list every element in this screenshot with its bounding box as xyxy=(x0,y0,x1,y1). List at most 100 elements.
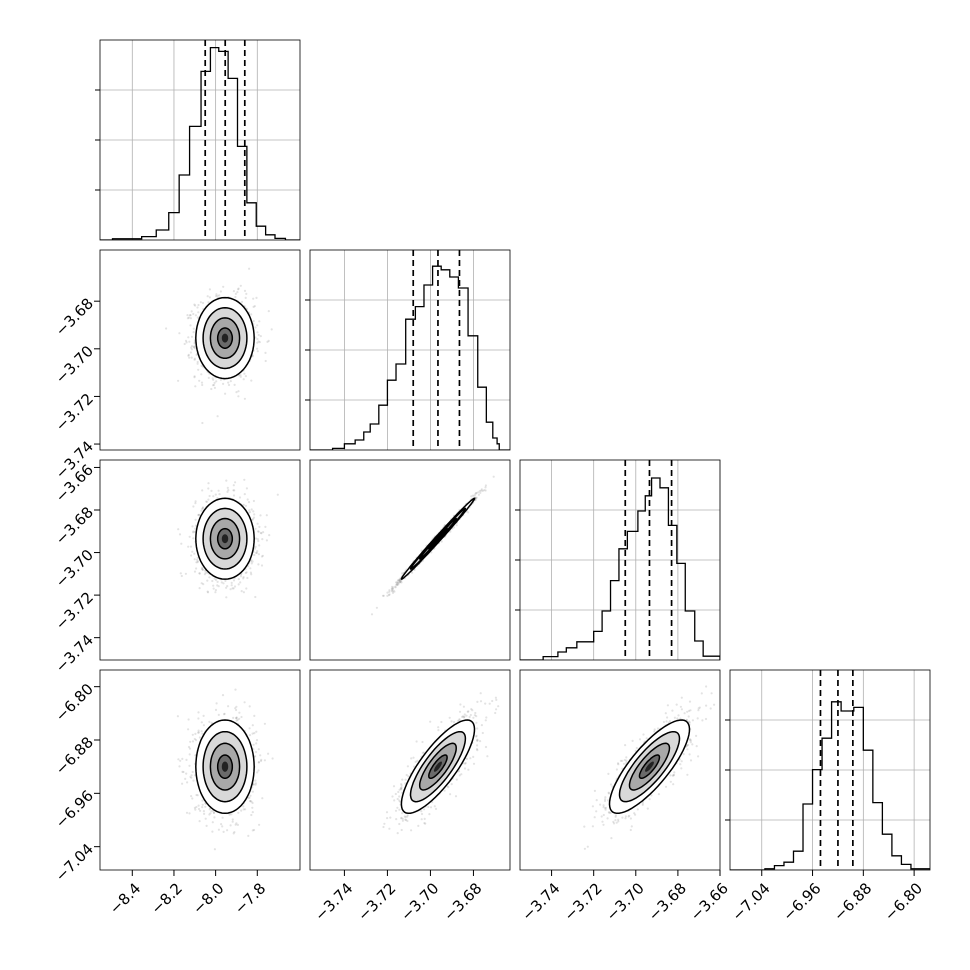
scatter-point xyxy=(256,337,259,341)
scatter-point xyxy=(240,590,243,593)
scatter-point xyxy=(251,829,254,832)
scatter-point xyxy=(200,582,203,585)
scatter-point xyxy=(211,830,214,833)
scatter-point xyxy=(259,754,262,757)
scatter-point xyxy=(236,291,239,294)
scatter-point xyxy=(268,534,271,537)
scatter-point xyxy=(242,503,245,506)
scatter-point xyxy=(257,333,260,337)
scatter-point xyxy=(197,807,201,811)
scatter-point xyxy=(187,354,190,357)
scatter-point xyxy=(395,583,398,586)
scatter-point xyxy=(201,383,204,387)
scatter-point xyxy=(255,296,258,299)
scatter-point xyxy=(190,776,193,779)
scatter-point xyxy=(215,702,218,705)
scatter-point xyxy=(201,489,204,492)
scatter-point xyxy=(254,537,258,540)
scatter-point xyxy=(217,713,220,717)
scatter-point xyxy=(227,381,230,384)
scatter-point xyxy=(208,288,211,291)
scatter-point xyxy=(201,568,204,571)
scatter-point xyxy=(200,364,203,367)
scatter-point xyxy=(198,587,201,590)
scatter-point xyxy=(192,531,195,534)
scatter-point xyxy=(212,584,215,587)
scatter-point xyxy=(400,579,403,582)
scatter-point xyxy=(198,820,201,823)
scatter-point xyxy=(250,508,253,511)
scatter-point xyxy=(214,578,218,582)
scatter-point xyxy=(198,513,201,517)
scatter-point xyxy=(201,421,204,425)
scatter-point xyxy=(214,591,217,594)
scatter-panel xyxy=(99,669,301,871)
scatter-point xyxy=(200,730,203,733)
scatter-point xyxy=(253,305,256,308)
scatter-point xyxy=(242,591,245,594)
scatter-point xyxy=(238,496,242,499)
scatter-point xyxy=(381,594,385,597)
scatter-frame xyxy=(309,459,511,661)
scatter-point xyxy=(253,714,256,718)
scatter-point xyxy=(397,581,400,584)
scatter-point xyxy=(234,707,237,710)
scatter-point xyxy=(237,395,240,398)
scatter-point xyxy=(233,489,236,492)
scatter-point xyxy=(184,572,187,575)
scatter-point xyxy=(265,514,268,517)
scatter-point xyxy=(398,579,401,582)
scatter-point xyxy=(179,759,182,762)
scatter-content xyxy=(370,475,495,616)
scatter-point xyxy=(256,341,259,344)
scatter-point xyxy=(210,489,213,492)
scatter-point xyxy=(244,296,247,299)
scatter-point xyxy=(215,293,218,296)
scatter-point xyxy=(165,327,168,330)
scatter-point xyxy=(237,288,240,291)
scatter-point xyxy=(248,510,252,514)
scatter-point xyxy=(257,530,260,533)
scatter-point xyxy=(258,525,261,529)
scatter-point xyxy=(242,808,245,811)
scatter-point xyxy=(192,345,195,348)
scatter-point xyxy=(215,380,218,383)
scatter-point xyxy=(194,502,197,505)
scatter-point xyxy=(251,801,254,805)
scatter-point xyxy=(197,717,200,720)
scatter-point xyxy=(194,518,197,521)
scatter-point xyxy=(198,572,201,575)
scatter-point xyxy=(193,376,196,379)
scatter-point xyxy=(221,694,225,697)
scatter-point xyxy=(198,379,201,382)
scatter-point xyxy=(254,595,257,599)
scatter-point xyxy=(481,489,484,492)
scatter-point xyxy=(200,381,204,384)
scatter-point xyxy=(396,581,400,584)
scatter-point xyxy=(400,581,403,584)
scatter-point xyxy=(195,558,199,561)
scatter-point xyxy=(189,351,192,354)
contour-line xyxy=(418,517,457,560)
scatter-point xyxy=(189,314,192,317)
scatter-point xyxy=(240,715,243,719)
scatter-point xyxy=(234,823,237,826)
scatter-point xyxy=(226,585,229,588)
scatter-point xyxy=(235,719,238,722)
scatter-frame xyxy=(99,249,301,451)
scatter-point xyxy=(259,514,262,517)
scatter-point xyxy=(187,353,190,356)
scatter-point xyxy=(201,568,204,572)
scatter-point xyxy=(206,295,209,298)
scatter-point xyxy=(234,688,237,691)
scatter-point xyxy=(256,347,259,350)
scatter-point xyxy=(243,397,246,400)
scatter-point xyxy=(254,782,257,785)
scatter-point xyxy=(234,481,237,484)
scatter-point xyxy=(477,491,480,494)
scatter-point xyxy=(252,510,255,513)
scatter-point xyxy=(484,484,487,487)
scatter-point xyxy=(194,385,197,388)
scatter-point xyxy=(190,348,193,351)
scatter-point xyxy=(256,538,259,541)
